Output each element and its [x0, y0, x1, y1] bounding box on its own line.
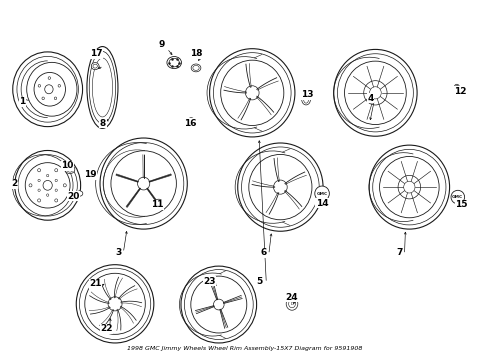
Text: 22: 22	[100, 324, 112, 333]
Ellipse shape	[314, 186, 329, 201]
Text: 13: 13	[301, 90, 313, 99]
Ellipse shape	[186, 118, 195, 127]
Text: 24: 24	[285, 293, 298, 302]
Text: 8: 8	[100, 118, 106, 127]
Text: GMC: GMC	[451, 195, 463, 199]
Text: GMC: GMC	[316, 192, 327, 195]
Text: 1: 1	[20, 97, 25, 106]
Text: 9: 9	[159, 40, 165, 49]
Ellipse shape	[154, 199, 163, 207]
Text: 11: 11	[151, 201, 163, 210]
Text: 4: 4	[366, 94, 373, 103]
Text: 19: 19	[84, 170, 97, 179]
Ellipse shape	[450, 190, 464, 204]
Text: 12: 12	[453, 86, 466, 95]
Text: 15: 15	[454, 201, 467, 210]
Text: 7: 7	[396, 248, 402, 257]
Ellipse shape	[65, 165, 75, 174]
Ellipse shape	[91, 63, 99, 70]
Ellipse shape	[285, 297, 297, 310]
Ellipse shape	[76, 191, 82, 196]
Text: 2: 2	[11, 179, 17, 188]
Text: 23: 23	[203, 277, 215, 286]
Text: 1998 GMC Jimmy Wheels Wheel Rim Assembly-15X7 Diagram for 9591908: 1998 GMC Jimmy Wheels Wheel Rim Assembly…	[126, 346, 362, 351]
Ellipse shape	[301, 94, 310, 105]
Ellipse shape	[191, 64, 201, 72]
Ellipse shape	[453, 84, 458, 89]
Text: 3: 3	[115, 248, 122, 257]
Text: 18: 18	[189, 49, 202, 58]
Text: 10: 10	[61, 161, 74, 170]
Text: 14: 14	[315, 199, 328, 208]
Ellipse shape	[88, 173, 95, 179]
Ellipse shape	[166, 57, 181, 69]
Text: 20: 20	[67, 192, 80, 201]
Text: 17: 17	[90, 49, 103, 58]
Text: D: D	[290, 302, 293, 306]
Text: 21: 21	[89, 279, 102, 288]
Text: 6: 6	[260, 248, 266, 257]
Text: 5: 5	[255, 277, 262, 286]
Text: 16: 16	[183, 118, 196, 127]
